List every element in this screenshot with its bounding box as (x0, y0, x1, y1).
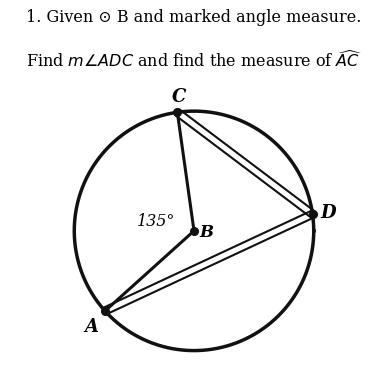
Text: D: D (320, 204, 336, 222)
Text: B: B (199, 223, 213, 241)
Text: 1. Given ⊙ B and marked angle measure.: 1. Given ⊙ B and marked angle measure. (26, 9, 362, 26)
Text: A: A (85, 317, 99, 336)
Text: Find $m\angle ADC$ and find the measure of $\widehat{AC}$: Find $m\angle ADC$ and find the measure … (26, 50, 362, 71)
Text: 135°: 135° (137, 213, 175, 230)
Text: C: C (171, 88, 186, 106)
